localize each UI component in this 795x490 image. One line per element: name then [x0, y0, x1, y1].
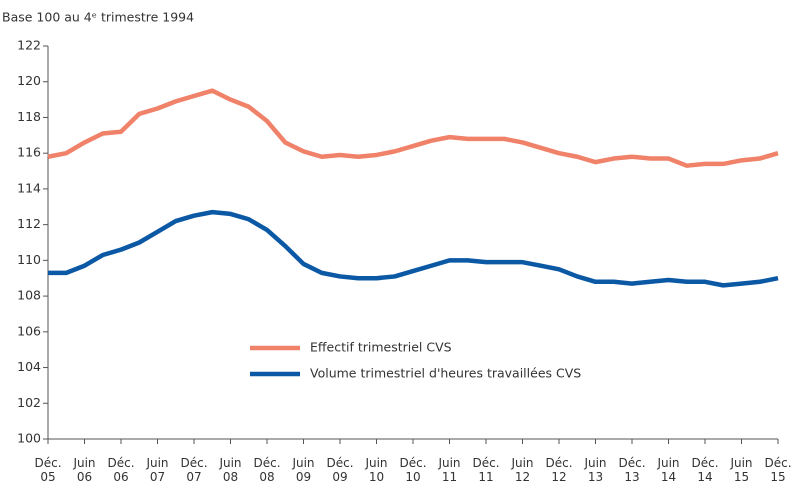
- x-tick-label: Juin 15: [730, 456, 753, 484]
- x-tick-label: Juin 08: [219, 456, 242, 484]
- y-tick-label: 110: [17, 252, 41, 267]
- x-tick-label: Déc. 14: [691, 456, 719, 484]
- x-tick-label: Juin 14: [657, 456, 680, 484]
- y-tick-label: 120: [17, 73, 41, 88]
- legend-label: Effectif trimestriel CVS: [310, 340, 452, 355]
- x-tick-label: Déc. 12: [545, 456, 573, 484]
- y-tick-label: 104: [17, 359, 41, 374]
- y-tick-label: 102: [17, 395, 41, 410]
- y-tick-label: 116: [17, 145, 41, 160]
- x-tick-label: Juin 07: [146, 456, 169, 484]
- x-tick-label: Déc. 05: [34, 456, 62, 484]
- y-tick-label: 118: [17, 109, 41, 124]
- x-tick-label: Déc. 08: [253, 456, 281, 484]
- y-tick-label: 112: [17, 216, 41, 231]
- x-tick-label: Juin 11: [438, 456, 461, 484]
- x-tick-label: Déc. 15: [764, 456, 792, 484]
- x-tick-label: Juin 10: [365, 456, 388, 484]
- x-tick-label: Déc. 06: [107, 456, 135, 484]
- legend-label: Volume trimestriel d'heures travaillées …: [310, 366, 581, 381]
- y-tick-label: 106: [17, 323, 41, 338]
- x-tick-label: Déc. 10: [399, 456, 427, 484]
- x-tick-label: Juin 09: [292, 456, 315, 484]
- chart-title: Base 100 au 4ᵉ trimestre 1994: [2, 10, 194, 25]
- x-tick-label: Juin 12: [511, 456, 534, 484]
- x-tick-label: Déc. 11: [472, 456, 500, 484]
- x-tick-label: Juin 13: [584, 456, 607, 484]
- x-tick-label: Déc. 09: [326, 456, 354, 484]
- y-tick-label: 122: [17, 38, 41, 53]
- x-tick-label: Déc. 13: [618, 456, 646, 484]
- line-series: [48, 209, 779, 288]
- line-series: [47, 88, 779, 168]
- y-tick-label: 114: [17, 180, 41, 195]
- x-tick-label: Déc. 07: [180, 456, 208, 484]
- y-tick-label: 108: [17, 288, 41, 303]
- y-tick-label: 100: [17, 431, 41, 446]
- x-tick-label: Juin 06: [73, 456, 96, 484]
